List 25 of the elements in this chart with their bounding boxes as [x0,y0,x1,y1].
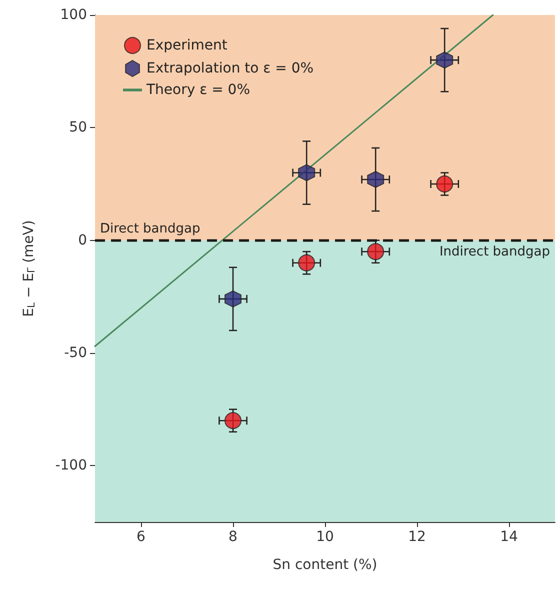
y-axis-title: EL − EΓ (meV) [21,220,38,317]
point [436,176,454,192]
band-label: Direct bandgap [100,221,200,236]
y-tick-label: 100 [60,7,87,23]
x-tick-label: 8 [228,529,238,545]
x-tick-label: 14 [500,529,518,545]
x-tick-label: 10 [316,529,334,545]
band-label: Indirect bandgap [439,244,550,260]
legend-label: Extrapolation to ε = 0% [146,60,314,76]
y-tick-label: -100 [55,458,87,474]
point [298,164,316,182]
x-axis-title: Sn content (%) [272,557,378,573]
x-tick-label: 12 [408,529,426,545]
legend-label: Theory ε = 0% [146,82,250,98]
point [436,52,454,69]
point [224,412,242,430]
point [224,290,242,308]
point [298,254,316,272]
x-tick-label: 6 [136,529,146,545]
y-tick-label: 0 [78,232,87,248]
y-tick-label: 50 [69,120,87,136]
legend-label: Experiment [146,38,228,54]
point [367,170,384,188]
y-tick-label: -50 [64,345,87,361]
point [367,243,384,260]
